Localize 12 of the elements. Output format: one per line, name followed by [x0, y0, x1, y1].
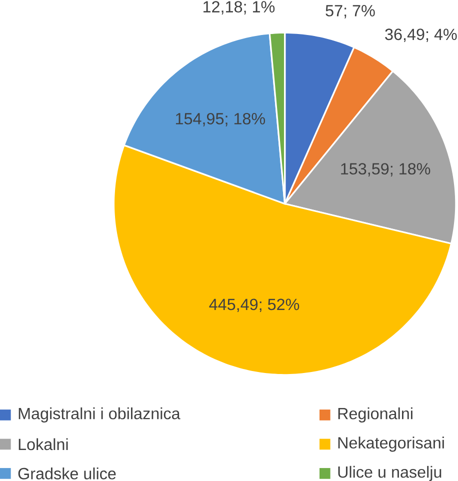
- data-label: 57; 7%: [325, 5, 375, 18]
- data-label: 154,95; 18%: [176, 112, 265, 126]
- legend-label: Lokalni: [18, 438, 68, 450]
- data-label: 153,59; 18%: [340, 163, 430, 176]
- data-label: 36,49; 4%: [384, 28, 457, 42]
- legend-label: Nekategorisani: [338, 436, 444, 452]
- legend-label: Regionalni: [338, 407, 412, 423]
- legend-label: Gradske ulice: [18, 468, 116, 480]
- data-label: 445,49; 52%: [208, 298, 299, 312]
- data-label: 12,18; 1%: [203, 1, 274, 14]
- legend-label: Magistralni i obilaznica: [18, 407, 180, 423]
- legend-label: Ulice u naselju: [338, 466, 441, 481]
